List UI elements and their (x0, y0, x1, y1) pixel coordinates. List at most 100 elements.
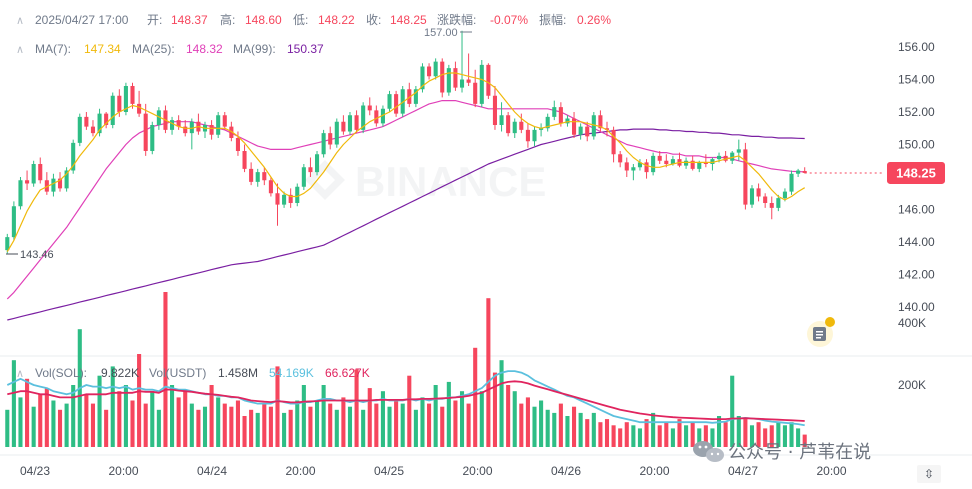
price-tick-label: 152.00 (898, 105, 935, 119)
time-tick-label: 20:00 (108, 464, 138, 478)
ma25-value: 148.32 (186, 42, 223, 56)
volume-bar (347, 406, 353, 447)
volume-bar (150, 391, 155, 447)
ma-legend: ∧ MA(7): 147.34 MA(25): 148.32 MA(99): 1… (16, 42, 324, 56)
candle-body (644, 162, 649, 173)
ma-settings-icon[interactable]: ∧ (16, 44, 24, 56)
volume-bar (756, 422, 761, 447)
reset-scale-button[interactable]: ⇳ (917, 465, 941, 483)
candle-body (710, 159, 715, 164)
volume-bar (262, 403, 267, 447)
candle-body (275, 193, 280, 205)
volume-bar (51, 400, 56, 447)
volume-legend: ∧ Vol(SOL): 9.822K Vol(USDT) 1.458M 54.1… (16, 366, 370, 380)
volume-bar (255, 412, 260, 447)
candle-body (565, 118, 570, 124)
candle-body (479, 64, 484, 104)
volume-ma-lines (6, 370, 805, 427)
volume-axis: 400K 200K (898, 316, 926, 392)
volume-bar (354, 369, 359, 447)
candle-body (255, 172, 260, 182)
candle-body (11, 206, 16, 238)
volume-bar (506, 385, 511, 447)
notification-dot (825, 317, 835, 327)
candle-body (242, 151, 247, 169)
time-tick-label: 04/25 (374, 464, 404, 478)
volume-bar (644, 419, 649, 447)
volume-bar (591, 412, 596, 447)
volume-bar (38, 394, 43, 447)
candle-body (400, 89, 405, 114)
volume-bar (703, 425, 708, 447)
volume-bar (321, 385, 326, 447)
ohlc-collapse-icon[interactable]: ∧ (16, 15, 24, 27)
volume-bar (64, 403, 69, 447)
candle-body (268, 180, 273, 194)
vol-settings-icon[interactable]: ∧ (16, 368, 24, 380)
change-value: -0.07% (490, 13, 528, 27)
candle-body (703, 162, 708, 164)
volume-tick-label: 200K (898, 378, 926, 392)
volume-bar (308, 406, 313, 447)
candle-body (314, 154, 320, 173)
notification-badge[interactable] (807, 317, 835, 347)
volume-bar (677, 419, 682, 447)
candle-body (413, 89, 418, 104)
ma99-line (7, 128, 805, 321)
candle-body (789, 173, 794, 192)
volume-bar (631, 425, 636, 447)
change-label: 涨跌幅: (437, 12, 476, 27)
volume-bar (183, 391, 188, 447)
candle-body (506, 115, 511, 134)
last-price-tag-bg (887, 161, 945, 184)
candle-body (334, 121, 339, 145)
candle-body (618, 154, 623, 163)
volume-bar (657, 425, 662, 447)
candle-body (723, 155, 728, 161)
volume-bar (664, 422, 669, 447)
candle-body (222, 115, 227, 127)
volume-bar (782, 425, 787, 447)
price-tick-label: 156.00 (898, 40, 935, 54)
ma25-label: MA(25): (132, 42, 175, 56)
volume-bar (84, 394, 89, 447)
volume-bar (71, 385, 76, 447)
candle-body (374, 110, 379, 124)
price-tick-label: 144.00 (898, 235, 935, 249)
wechat-icon (693, 441, 724, 462)
candle-body (440, 61, 445, 93)
candle-body (743, 149, 748, 205)
volume-bar (275, 366, 280, 447)
candle-body (697, 162, 702, 169)
candle-body (321, 133, 326, 155)
volume-bar (427, 403, 432, 447)
volume-bar (249, 409, 254, 447)
candle-body (519, 121, 524, 130)
candle-body (446, 68, 451, 93)
vol-sol-label: Vol(SOL): (35, 366, 87, 380)
low-marker: 143.46 (6, 249, 54, 261)
candle-body (796, 170, 801, 174)
high-marker-label: 157.00 (424, 27, 458, 39)
volume-bar (492, 372, 498, 447)
volume-bar (229, 406, 234, 447)
volume-bar (552, 412, 557, 447)
volume-bar (723, 422, 728, 447)
volume-bar (466, 403, 471, 447)
candle-body (150, 125, 155, 151)
candle-body (25, 180, 30, 184)
price-tick-label: 150.00 (898, 138, 935, 152)
volume-bar (202, 406, 208, 447)
volume-bar (558, 403, 563, 447)
volume-bar (196, 409, 201, 447)
volume-bar (776, 422, 781, 447)
candle-body (690, 160, 695, 169)
volume-bar (618, 428, 623, 447)
candle-body (684, 160, 689, 166)
volume-bar (57, 409, 63, 447)
volume-bar (137, 354, 142, 447)
price-tick-label: 154.00 (898, 73, 935, 87)
candle-body (492, 95, 498, 125)
